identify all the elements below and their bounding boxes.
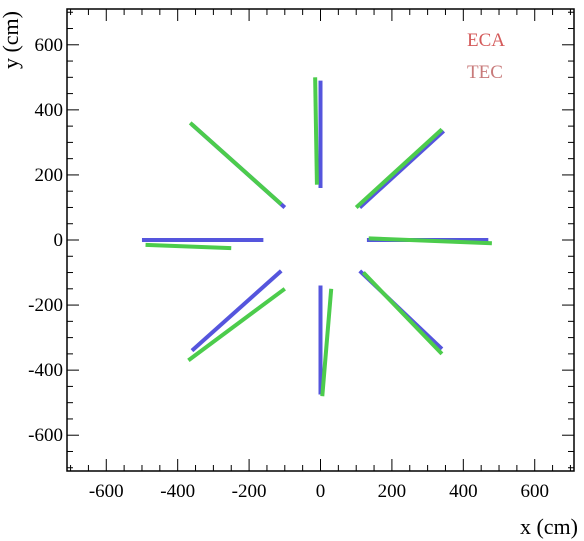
y-tick-label: 200 [35, 165, 64, 186]
segment-tec [187, 287, 286, 362]
legend-label-tec: TEC [467, 62, 503, 83]
segment-tec [188, 121, 283, 206]
axis-ticks [67, 9, 574, 471]
segment-tec [145, 242, 232, 251]
legend-label-eca: ECA [467, 30, 505, 51]
x-tick-label: 600 [520, 481, 549, 502]
y-tick-label: -600 [28, 425, 63, 446]
segment-eca [190, 269, 283, 353]
x-tick-label: 200 [378, 481, 407, 502]
x-tick-label: 400 [449, 481, 478, 502]
y-tick-label: 600 [35, 35, 64, 56]
tick-labels: -600 -400 -200 0 200 400 600 -600 -400 -200 0 200 40… [28, 35, 549, 502]
x-tick-label: -200 [232, 481, 267, 502]
segment-tec [313, 77, 319, 185]
y-tick-label: -400 [28, 360, 63, 381]
series-layer [141, 77, 492, 397]
y-tick-label: 400 [35, 100, 64, 121]
segment-tec [354, 127, 444, 209]
segment-tec [320, 288, 334, 397]
segment-eca [358, 129, 446, 209]
segment-tec [368, 236, 492, 246]
x-axis-label: x (cm) [520, 514, 578, 539]
y-tick-label: 0 [54, 230, 64, 251]
x-tick-label: 0 [316, 481, 326, 502]
segment-tec [361, 271, 444, 356]
y-tick-label: -200 [28, 295, 63, 316]
y-axis-label: y (cm) [0, 11, 23, 69]
x-tick-label: -400 [160, 481, 195, 502]
x-tick-label: -600 [89, 481, 124, 502]
